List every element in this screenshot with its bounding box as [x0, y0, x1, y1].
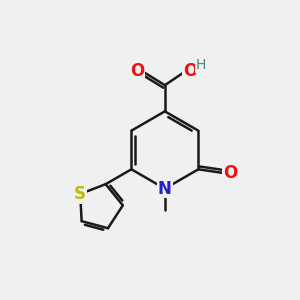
Text: O: O [130, 62, 144, 80]
Text: O: O [223, 164, 237, 182]
Text: S: S [74, 185, 86, 203]
Text: O: O [183, 62, 197, 80]
Text: N: N [158, 180, 172, 198]
Text: H: H [196, 58, 206, 72]
